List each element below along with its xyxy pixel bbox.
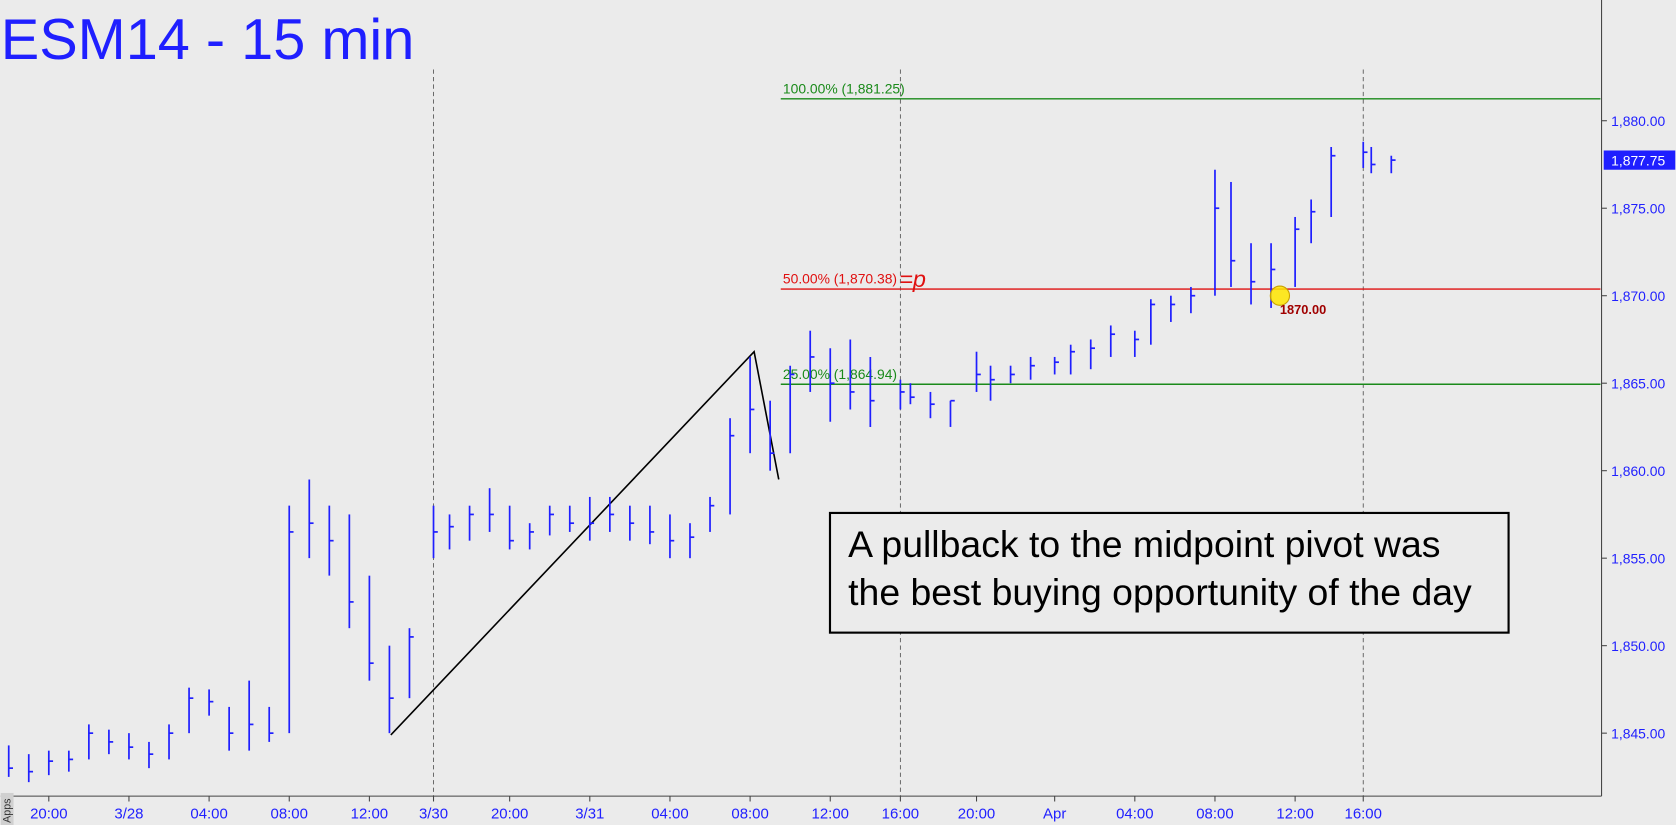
sidebar [0,792,14,825]
fib-label: 100.00% (1,881.25) [783,81,905,97]
x-tick-label: 20:00 [491,806,528,823]
x-tick-label: 08:00 [1196,806,1233,823]
fib-label: 25.00% (1,864.94) [783,366,897,382]
y-tick-label: 1,845.00 [1611,725,1665,741]
y-tick-label: 1,855.00 [1611,551,1665,567]
last-price-box [1603,150,1676,170]
x-tick-label: 12:00 [1276,806,1313,823]
x-tick-label: 08:00 [731,806,768,823]
last-price-label: 1,877.75 [1611,152,1665,168]
x-tick-label: 12:00 [812,806,849,823]
x-tick-label: 04:00 [651,806,688,823]
x-tick-label: 3/30 [419,806,448,823]
x-tick-label: 16:00 [882,806,919,823]
x-tick-label: 12:00 [351,806,388,823]
pivot-tag: =p [899,266,926,292]
y-tick-label: 1,870.00 [1611,288,1665,304]
x-tick-label: 20:00 [958,806,995,823]
annotation-text: the best buying opportunity of the day [848,571,1472,613]
y-tick-label: 1,850.00 [1611,638,1665,654]
x-tick-label: 04:00 [190,806,227,823]
y-tick-label: 1,875.00 [1611,201,1665,217]
y-tick-label: 1,880.00 [1611,113,1665,129]
x-tick-label: Apr [1043,806,1066,823]
y-tick-label: 1,865.00 [1611,376,1665,392]
sidebar-label: Apps [1,799,13,823]
x-tick-label: 3/28 [114,806,143,823]
annotation-text: A pullback to the midpoint pivot was [848,523,1440,565]
fib-label: 50.00% (1,870.38) [783,271,897,287]
marker-label: 1870.00 [1280,302,1326,317]
pivot-marker [1269,285,1291,306]
chart-title: ESM14 - 15 min [1,8,415,72]
x-tick-label: 08:00 [271,806,308,823]
y-tick-label: 1,860.00 [1611,463,1665,479]
x-tick-label: 3/31 [575,806,604,823]
x-tick-label: 04:00 [1116,806,1153,823]
x-tick-label: 16:00 [1345,806,1382,823]
plot: 1,845.00 1,850.00 1,855.00 1,860.00 1,865.00… [7,69,1676,823]
annotation-box [828,511,1510,634]
x-tick-label: 20:00 [30,806,67,823]
